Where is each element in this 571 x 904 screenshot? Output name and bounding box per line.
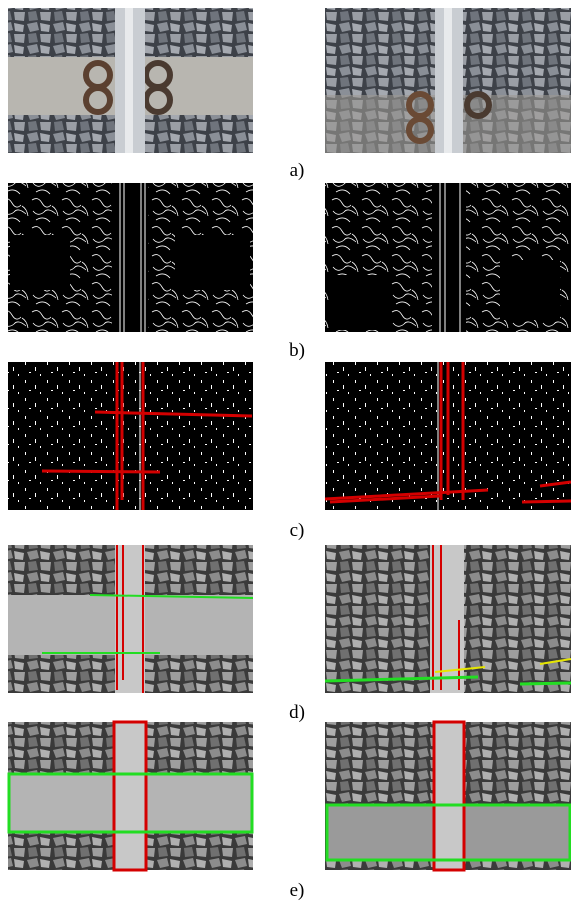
image-b-left bbox=[8, 183, 253, 332]
image-a-right bbox=[325, 8, 571, 153]
image-e-right bbox=[325, 722, 571, 870]
panel-label: e) bbox=[290, 880, 305, 901]
image-a-left bbox=[8, 8, 253, 153]
image-d-left bbox=[8, 545, 253, 693]
image-e-left bbox=[8, 722, 253, 870]
image-c-left bbox=[8, 362, 253, 510]
page: a) b) c) bbox=[0, 0, 571, 904]
image-d-right bbox=[325, 545, 571, 693]
panel-label: a) bbox=[290, 160, 305, 181]
panel-label: c) bbox=[290, 520, 305, 541]
image-b-right bbox=[325, 183, 571, 332]
image-c-right bbox=[325, 362, 571, 510]
panel-label: b) bbox=[289, 340, 305, 361]
figure: a) b) c) bbox=[0, 0, 571, 904]
panel-label: d) bbox=[289, 702, 305, 723]
